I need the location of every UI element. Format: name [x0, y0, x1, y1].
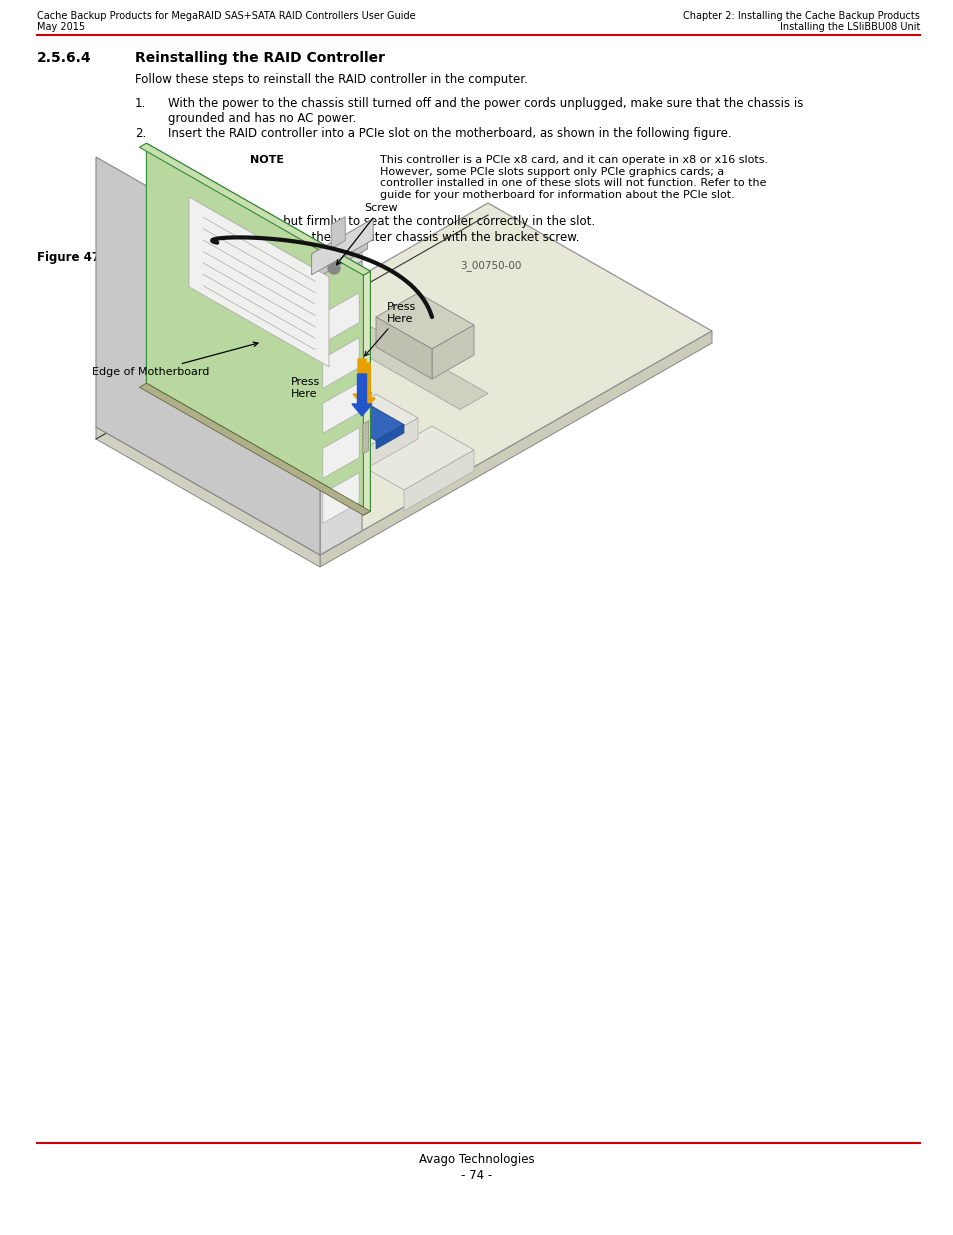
Polygon shape: [403, 450, 474, 511]
Text: Chapter 2: Installing the Cache Backup Products: Chapter 2: Installing the Cache Backup P…: [682, 11, 919, 21]
Polygon shape: [322, 383, 359, 433]
Polygon shape: [312, 219, 373, 275]
FancyArrow shape: [356, 363, 375, 408]
Polygon shape: [375, 317, 432, 379]
Circle shape: [328, 262, 339, 274]
Polygon shape: [96, 203, 711, 555]
Text: 3_00750-00: 3_00750-00: [459, 261, 521, 270]
Text: 4.: 4.: [135, 231, 146, 245]
Polygon shape: [146, 143, 370, 511]
Text: Press
Here: Press Here: [291, 377, 320, 399]
Polygon shape: [319, 246, 361, 285]
Text: Avago Technologies: Avago Technologies: [418, 1153, 535, 1166]
Polygon shape: [306, 394, 417, 458]
Text: Edge of Motherboard: Edge of Motherboard: [91, 342, 257, 377]
Text: 2.: 2.: [135, 127, 146, 140]
Polygon shape: [322, 293, 359, 343]
Text: This controller is a PCIe x8 card, and it can operate in x8 or x16 slots.
Howeve: This controller is a PCIe x8 card, and i…: [379, 156, 767, 200]
Text: Cache Backup Products for MegaRAID SAS+SATA RAID Controllers User Guide: Cache Backup Products for MegaRAID SAS+S…: [37, 11, 416, 21]
Text: 3.: 3.: [135, 215, 146, 228]
Text: Installing the LSIiBBU08 Unit: Installing the LSIiBBU08 Unit: [779, 22, 919, 32]
Text: Reinstalling the RAID Controller: Reinstalling the RAID Controller: [135, 51, 385, 65]
Polygon shape: [322, 427, 359, 478]
Text: 1.: 1.: [135, 98, 146, 110]
Text: Insert the RAID controller into a PCIe slot on the motherboard, as shown in the : Insert the RAID controller into a PCIe s…: [168, 127, 731, 140]
Text: Press
Here: Press Here: [364, 303, 416, 356]
Text: Follow these steps to reinstall the RAID controller in the computer.: Follow these steps to reinstall the RAID…: [135, 73, 527, 86]
Text: Figure 47  Reinstalling the RAID Controller: Figure 47 Reinstalling the RAID Controll…: [37, 251, 320, 264]
Text: NOTE: NOTE: [250, 156, 284, 165]
Polygon shape: [362, 421, 368, 454]
Polygon shape: [314, 233, 367, 279]
Polygon shape: [331, 216, 345, 248]
Polygon shape: [432, 325, 474, 379]
Polygon shape: [322, 337, 359, 388]
Polygon shape: [319, 261, 361, 555]
Text: Press down gently, but firmly, to seat the controller correctly in the slot.: Press down gently, but firmly, to seat t…: [168, 215, 595, 228]
Polygon shape: [319, 331, 711, 567]
Polygon shape: [348, 417, 417, 479]
Polygon shape: [264, 361, 403, 441]
Text: 2.5.6.4: 2.5.6.4: [37, 51, 91, 65]
Text: May 2015: May 2015: [37, 22, 85, 32]
Polygon shape: [193, 385, 361, 482]
Polygon shape: [375, 425, 403, 450]
Polygon shape: [139, 143, 370, 275]
Polygon shape: [322, 473, 359, 524]
Polygon shape: [250, 353, 417, 450]
Polygon shape: [96, 427, 319, 567]
Polygon shape: [139, 383, 370, 515]
Polygon shape: [362, 375, 368, 409]
Polygon shape: [96, 157, 319, 555]
FancyArrow shape: [352, 374, 372, 416]
Polygon shape: [189, 196, 329, 367]
Text: Secure the controller to the computer chassis with the bracket screw.: Secure the controller to the computer ch…: [168, 231, 578, 245]
Text: With the power to the chassis still turned off and the power cords unplugged, ma: With the power to the chassis still turn…: [168, 98, 802, 125]
Text: Screw: Screw: [336, 203, 397, 264]
Polygon shape: [361, 426, 474, 490]
Polygon shape: [319, 314, 488, 410]
FancyArrow shape: [353, 359, 371, 404]
Polygon shape: [363, 272, 370, 515]
Polygon shape: [375, 293, 474, 350]
Text: - 74 -: - 74 -: [461, 1170, 492, 1182]
